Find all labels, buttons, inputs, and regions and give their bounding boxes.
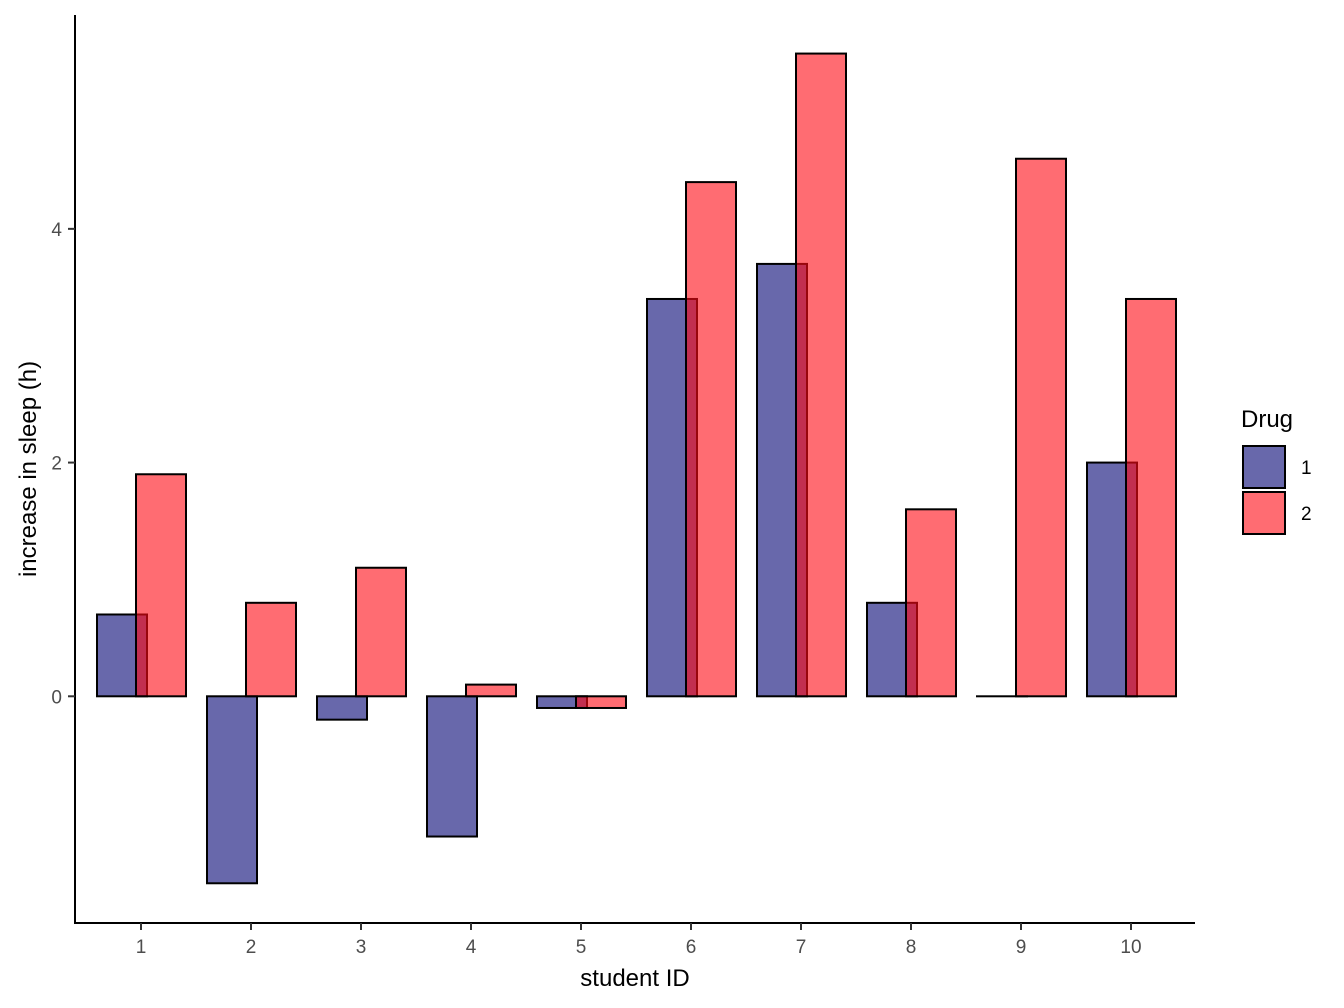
x-tick-label: 1	[136, 937, 147, 958]
y-axis-title: increase in sleep (h)	[15, 361, 42, 577]
bar-drug2-student1	[135, 473, 187, 698]
bars-layer	[96, 52, 1177, 885]
bar-drug2-student8	[905, 508, 957, 698]
x-axis-title: student ID	[580, 965, 689, 992]
legend-items: 12	[1242, 445, 1312, 535]
legend-title: Drug	[1241, 406, 1293, 433]
legend-key-drug1	[1242, 445, 1286, 489]
x-tick-label: 3	[356, 937, 367, 958]
bar-drug2-student3	[355, 566, 407, 698]
y-tick-label: 2	[51, 454, 62, 475]
bar-drug1-student2	[206, 695, 258, 885]
y-tick-label: 0	[51, 687, 62, 708]
legend-label-drug1: 1	[1301, 458, 1312, 479]
legend-key-drug2	[1242, 491, 1286, 535]
x-tick-label: 4	[466, 937, 477, 958]
x-tick-label: 2	[246, 937, 257, 958]
x-tick-label: 9	[1016, 937, 1027, 958]
legend-label-drug2: 2	[1301, 504, 1312, 525]
bar-drug1-student4	[426, 695, 478, 838]
x-tick-label: 6	[686, 937, 697, 958]
y-tick-label: 4	[51, 220, 62, 241]
x-tick-label: 8	[906, 937, 917, 958]
x-tick-label: 7	[796, 937, 807, 958]
bar-drug2-student4	[465, 683, 517, 698]
bar-drug2-student10	[1125, 297, 1177, 698]
x-tick-label: 10	[1120, 937, 1141, 958]
bar-drug2-student9	[1015, 157, 1067, 698]
x-axis-ticks: 1 2 3 4 5 6 7 8 9 10	[136, 923, 1142, 958]
legend: Drug 12	[1241, 406, 1312, 535]
bar-drug2-student5	[575, 695, 627, 709]
bar-drug1-student3	[316, 695, 368, 721]
x-tick-label: 5	[576, 937, 587, 958]
bar-drug2-student6	[685, 181, 737, 698]
y-axis-ticks: 0 2 4	[51, 220, 75, 708]
bar-drug2-student2	[245, 601, 297, 698]
bar-drug2-student7	[795, 52, 847, 698]
